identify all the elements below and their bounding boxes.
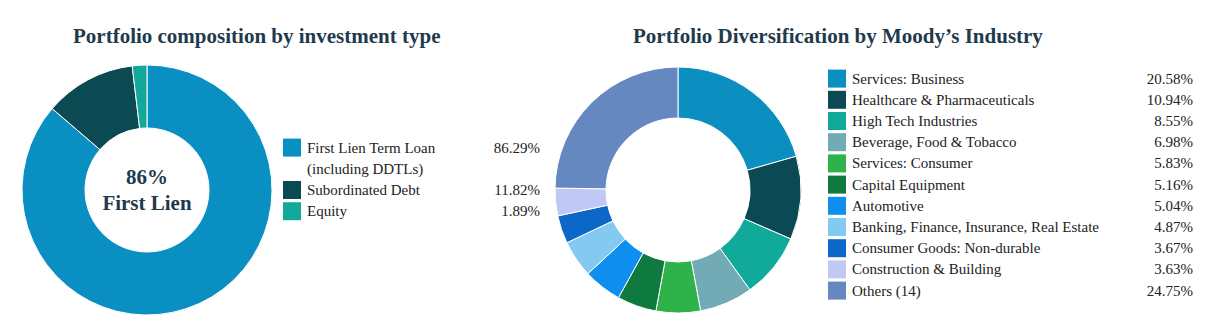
svg-text:86%: 86% xyxy=(126,165,168,189)
svg-text:3.63%: 3.63% xyxy=(1154,261,1193,277)
svg-text:10.94%: 10.94% xyxy=(1147,92,1193,108)
svg-text:8.55%: 8.55% xyxy=(1154,113,1193,129)
svg-text:(including DDTLs): (including DDTLs) xyxy=(307,161,423,178)
svg-text:Others (14): Others (14) xyxy=(852,283,921,300)
svg-text:Portfolio Diversification by M: Portfolio Diversification by Moody’s Ind… xyxy=(633,24,1043,48)
svg-text:4.87%: 4.87% xyxy=(1154,219,1193,235)
svg-text:1.89%: 1.89% xyxy=(501,203,540,219)
svg-text:High Tech Industries: High Tech Industries xyxy=(852,113,977,129)
svg-text:First Lien: First Lien xyxy=(102,191,192,215)
svg-text:Healthcare & Pharmaceuticals: Healthcare & Pharmaceuticals xyxy=(852,92,1035,108)
svg-text:Subordinated Debt: Subordinated Debt xyxy=(307,182,421,198)
svg-text:Banking, Finance, Insurance, R: Banking, Finance, Insurance, Real Estate xyxy=(852,219,1099,235)
svg-text:5.83%: 5.83% xyxy=(1154,155,1193,171)
svg-text:First Lien Term Loan: First Lien Term Loan xyxy=(307,140,439,156)
svg-text:Construction & Building: Construction & Building xyxy=(852,261,1002,277)
svg-text:Automotive: Automotive xyxy=(852,198,924,214)
svg-text:20.58%: 20.58% xyxy=(1147,71,1193,87)
svg-text:11.82%: 11.82% xyxy=(494,182,540,198)
svg-text:24.75%: 24.75% xyxy=(1147,283,1193,299)
svg-text:Equity: Equity xyxy=(307,203,347,219)
svg-text:Portfolio composition by inves: Portfolio composition by investment type xyxy=(73,24,440,48)
svg-text:6.98%: 6.98% xyxy=(1154,134,1193,150)
svg-text:Services: Consumer: Services: Consumer xyxy=(852,155,972,171)
svg-text:3.67%: 3.67% xyxy=(1154,240,1193,256)
svg-text:86.29%: 86.29% xyxy=(494,140,540,156)
svg-text:Capital Equipment: Capital Equipment xyxy=(852,177,966,193)
svg-text:Services: Business: Services: Business xyxy=(852,71,964,87)
svg-text:5.04%: 5.04% xyxy=(1154,198,1193,214)
svg-text:Beverage, Food & Tobacco: Beverage, Food & Tobacco xyxy=(852,134,1016,150)
svg-text:5.16%: 5.16% xyxy=(1154,177,1193,193)
svg-text:Consumer Goods: Non-durable: Consumer Goods: Non-durable xyxy=(852,240,1041,256)
